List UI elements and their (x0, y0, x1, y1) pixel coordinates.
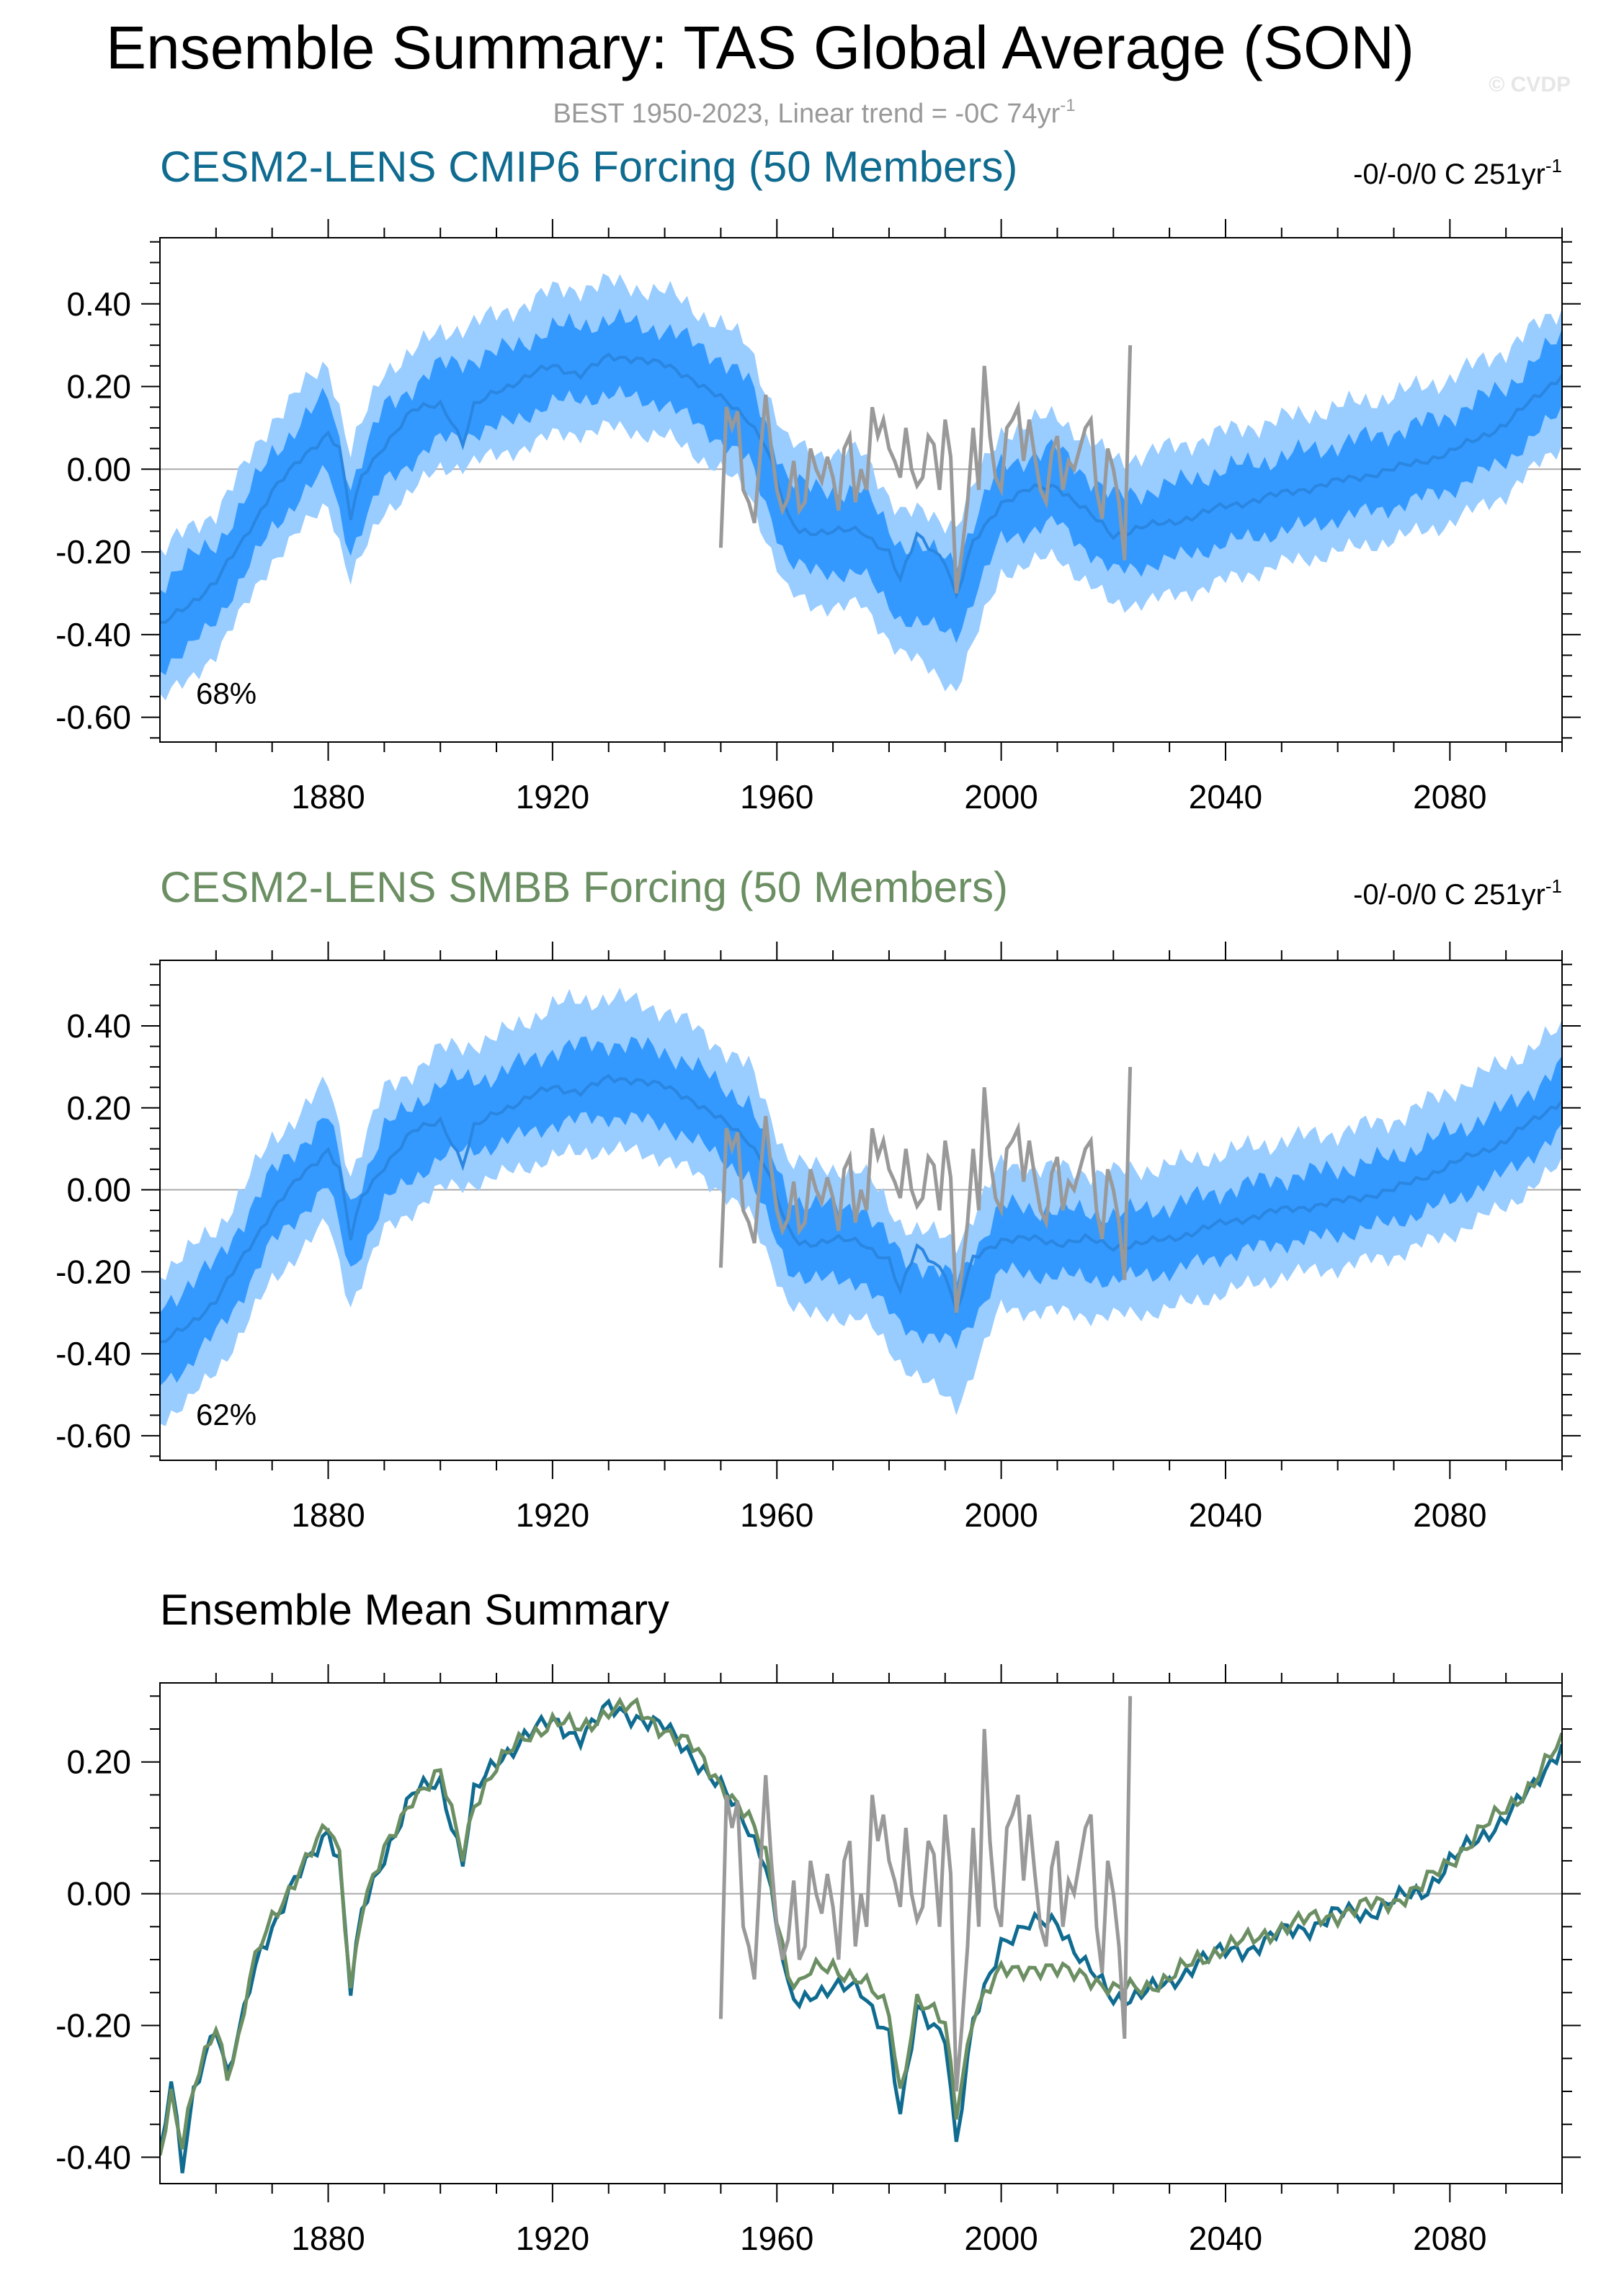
y-tick-label-smbb: -0.20 (55, 1253, 131, 1290)
observed-line-smbb (718, 1066, 1133, 1313)
y-tick-label-cmip6: -0.20 (55, 533, 131, 571)
x-tick-label-ensemble-mean: 2040 (1189, 2220, 1262, 2257)
plot-area-cmip6 (160, 273, 1562, 701)
y-tick-label-smbb: 0.00 (66, 1171, 131, 1209)
x-tick-label-smbb: 1960 (740, 1496, 813, 1534)
smbb-mean-line (160, 1697, 1562, 2156)
x-tick-label-smbb: 1880 (291, 1496, 365, 1534)
panel-ensemble-mean: Ensemble Mean Summary 1880 1920 1960 2000 20… (55, 1586, 1581, 2257)
y-tick-label-smbb: -0.60 (55, 1417, 131, 1455)
y-tick-label-ensemble-mean: 0.00 (66, 1875, 131, 1913)
y-tick-label-smbb: 0.20 (66, 1089, 131, 1127)
panel-title-ensemble-mean: Ensemble Mean Summary (160, 1586, 669, 1634)
x-tick-label-smbb: 2040 (1189, 1496, 1262, 1534)
watermark: © CVDP (1489, 73, 1571, 97)
trend-label-smbb-sup: -1 (1545, 875, 1562, 897)
x-tick-label-ensemble-mean: 1960 (740, 2220, 813, 2257)
inner-range-band-cmip6 (160, 308, 1562, 675)
y-tick-label-ensemble-mean: -0.40 (55, 2138, 131, 2176)
figure-title: Ensemble Summary: TAS Global Average (SO… (106, 14, 1414, 81)
y-tick-label-ensemble-mean: 0.20 (66, 1743, 131, 1781)
panel-title-cmip6: CESM2-LENS CMIP6 Forcing (50 Members) (160, 143, 1017, 191)
x-tick-label-ensemble-mean: 1880 (291, 2220, 365, 2257)
observed-line-cmip6 (718, 345, 1133, 594)
plot-frame-ensemble-mean (159, 1682, 1563, 2184)
x-tick-label-cmip6: 1960 (740, 778, 813, 816)
ensemble-mean-line-smbb (160, 1073, 1562, 1344)
panel-smbb: CESM2-LENS SMBB Forcing (50 Members) -0/… (55, 863, 1581, 1534)
pct-label-cmip6: 68% (196, 676, 256, 710)
x-tick-label-cmip6: 1920 (516, 778, 589, 816)
y-tick-label-cmip6: 0.00 (66, 450, 131, 488)
y-tick-label-cmip6: -0.40 (55, 616, 131, 653)
observed-line-ensemble-mean (718, 1696, 1133, 2092)
y-tick-label-cmip6: 0.20 (66, 368, 131, 406)
plot-area-ensemble-mean (160, 1696, 1562, 2174)
x-tick-label-cmip6: 2040 (1189, 778, 1262, 816)
y-tick-label-smbb: 0.40 (66, 1007, 131, 1045)
panel-title-smbb: CESM2-LENS SMBB Forcing (50 Members) (160, 863, 1008, 911)
trend-label-cmip6-text: -0/-0/0 C 251yr (1353, 158, 1545, 190)
trend-label-cmip6: -0/-0/0 C 251yr-1 (1353, 155, 1562, 190)
ensemble-mean-line-cmip6 (160, 352, 1562, 624)
cmip6-mean-line (160, 1698, 1562, 2174)
x-tick-label-smbb: 2000 (964, 1496, 1038, 1534)
x-tick-label-smbb: 2080 (1413, 1496, 1486, 1534)
y-tick-label-smbb: -0.40 (55, 1335, 131, 1372)
figure-subtitle-text: BEST 1950-2023, Linear trend = -0C 74yr (553, 99, 1060, 129)
pct-label-smbb: 62% (196, 1398, 256, 1431)
trend-label-cmip6-sup: -1 (1545, 155, 1562, 177)
x-tick-label-ensemble-mean: 1920 (516, 2220, 589, 2257)
trend-label-smbb: -0/-0/0 C 251yr-1 (1353, 875, 1562, 911)
trend-label-smbb-text: -0/-0/0 C 251yr (1353, 879, 1545, 911)
x-tick-label-ensemble-mean: 2080 (1413, 2220, 1486, 2257)
figure-subtitle-sup: -1 (1060, 96, 1075, 115)
x-tick-label-cmip6: 1880 (291, 778, 365, 816)
y-tick-label-ensemble-mean: -0.20 (55, 2007, 131, 2045)
y-tick-label-cmip6: -0.60 (55, 699, 131, 736)
figure-subtitle: BEST 1950-2023, Linear trend = -0C 74yr-… (553, 96, 1075, 129)
x-tick-label-smbb: 1920 (516, 1496, 589, 1534)
inner-range-band-smbb (160, 1036, 1562, 1386)
y-tick-label-cmip6: 0.40 (66, 285, 131, 323)
x-tick-label-cmip6: 2000 (964, 778, 1038, 816)
panel-cmip6: CESM2-LENS CMIP6 Forcing (50 Members) -0… (55, 143, 1581, 816)
x-tick-label-ensemble-mean: 2000 (964, 2220, 1038, 2257)
plot-area-smbb (160, 988, 1562, 1426)
x-tick-label-cmip6: 2080 (1413, 778, 1486, 816)
